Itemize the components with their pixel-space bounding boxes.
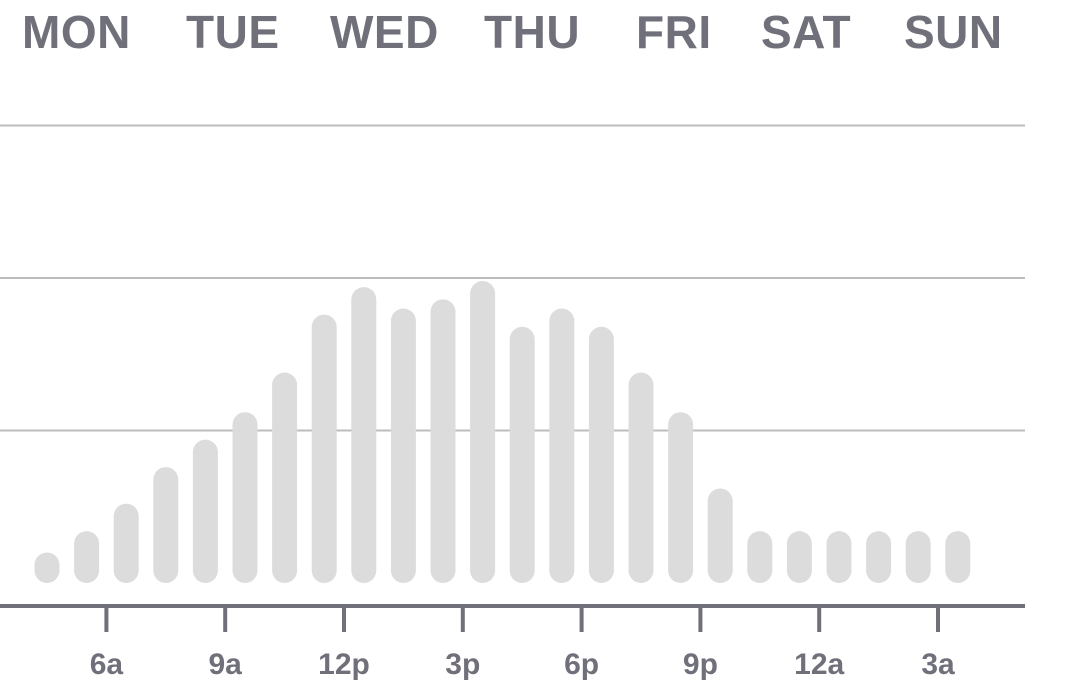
- x-tick-label-9a: 9a: [209, 648, 243, 681]
- bar-hour-12: [351, 287, 377, 583]
- tab-sun[interactable]: SUN: [904, 6, 1003, 58]
- bar-hour-6: [113, 503, 139, 583]
- bar-hour-16: [509, 326, 535, 583]
- tab-sat[interactable]: SAT: [761, 6, 852, 58]
- tab-mon[interactable]: MON: [22, 6, 131, 58]
- bar-hour-20: [668, 412, 694, 583]
- bar-hour-2: [905, 531, 931, 583]
- bars: [34, 281, 971, 583]
- bar-hour-21: [707, 488, 733, 583]
- bar-hour-8: [192, 439, 218, 583]
- bar-hour-4: [34, 552, 60, 583]
- bar-hour-3: [945, 531, 971, 583]
- x-tick-label-6p: 6p: [564, 648, 599, 681]
- bar-hour-22: [747, 531, 773, 583]
- bar-hour-0: [826, 531, 852, 583]
- bar-hour-15: [470, 281, 496, 583]
- bar-hour-18: [588, 326, 614, 583]
- bar-hour-5: [74, 531, 100, 583]
- bar-hour-19: [628, 372, 654, 583]
- bar-hour-13: [390, 308, 416, 583]
- x-tick-label-12a: 12a: [794, 648, 844, 681]
- tab-wed[interactable]: WED: [330, 6, 439, 58]
- x-tick-label-3p: 3p: [445, 648, 480, 681]
- day-tabs: MON TUE WED THU FRI SAT SUN: [0, 0, 1075, 70]
- bar-hour-11: [311, 314, 337, 583]
- bar-hour-17: [549, 308, 575, 583]
- tab-fri[interactable]: FRI: [636, 6, 712, 58]
- x-tick-label-3a: 3a: [921, 648, 955, 681]
- tab-tue[interactable]: TUE: [186, 6, 280, 58]
- x-tick-label-12p: 12p: [318, 648, 370, 681]
- bar-hour-1: [866, 531, 892, 583]
- x-axis: 6a 9a 12p 3p 6p 9p 12a 3a: [0, 604, 1025, 681]
- x-tick-label-6a: 6a: [90, 648, 124, 681]
- bar-hour-14: [430, 299, 456, 583]
- bar-hour-9: [232, 412, 258, 583]
- bar-hour-10: [272, 372, 298, 583]
- tab-thu[interactable]: THU: [484, 6, 581, 58]
- x-tick-label-9p: 9p: [683, 648, 718, 681]
- bar-hour-23: [786, 531, 812, 583]
- bar-hour-7: [153, 467, 179, 583]
